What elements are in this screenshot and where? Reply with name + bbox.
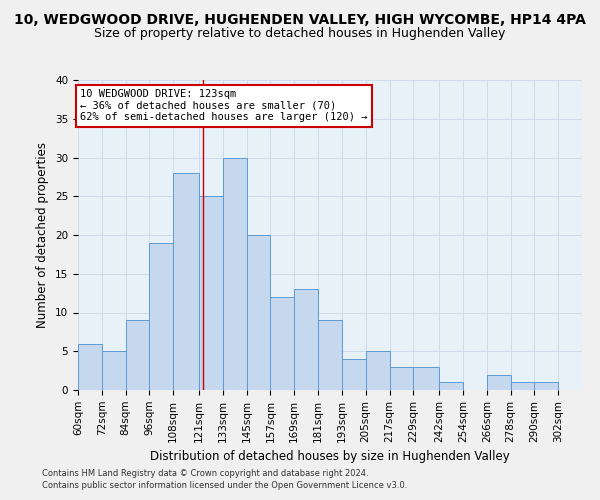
Bar: [199, 196, 223, 390]
Bar: [511, 382, 535, 390]
Text: 10 WEDGWOOD DRIVE: 123sqm
← 36% of detached houses are smaller (70)
62% of semi-: 10 WEDGWOOD DRIVE: 123sqm ← 36% of detac…: [80, 90, 367, 122]
Bar: [487, 374, 511, 390]
Text: Size of property relative to detached houses in Hughenden Valley: Size of property relative to detached ho…: [94, 28, 506, 40]
Bar: [389, 367, 413, 390]
Bar: [535, 382, 558, 390]
Bar: [125, 320, 149, 390]
Bar: [439, 382, 463, 390]
Text: Contains HM Land Registry data © Crown copyright and database right 2024.: Contains HM Land Registry data © Crown c…: [42, 468, 368, 477]
Bar: [247, 235, 271, 390]
X-axis label: Distribution of detached houses by size in Hughenden Valley: Distribution of detached houses by size …: [150, 450, 510, 463]
Text: 10, WEDGWOOD DRIVE, HUGHENDEN VALLEY, HIGH WYCOMBE, HP14 4PA: 10, WEDGWOOD DRIVE, HUGHENDEN VALLEY, HI…: [14, 12, 586, 26]
Y-axis label: Number of detached properties: Number of detached properties: [37, 142, 49, 328]
Bar: [318, 320, 342, 390]
Bar: [294, 289, 318, 390]
Bar: [149, 243, 173, 390]
Bar: [413, 367, 439, 390]
Bar: [173, 173, 199, 390]
Bar: [223, 158, 247, 390]
Bar: [366, 351, 389, 390]
Bar: [102, 351, 125, 390]
Bar: [78, 344, 102, 390]
Bar: [271, 297, 294, 390]
Bar: [342, 359, 366, 390]
Text: Contains public sector information licensed under the Open Government Licence v3: Contains public sector information licen…: [42, 481, 407, 490]
